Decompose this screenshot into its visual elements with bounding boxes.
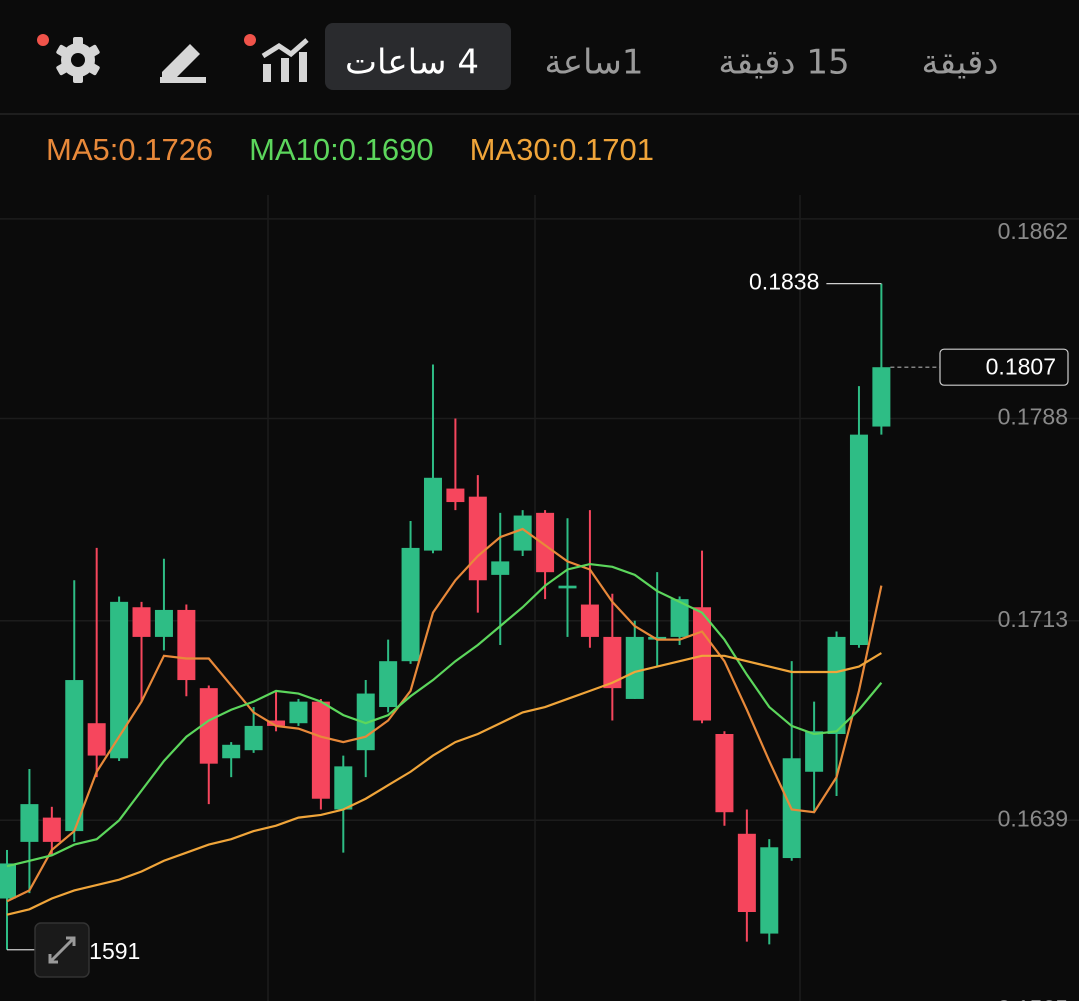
candle-body	[65, 680, 84, 832]
candle-body	[760, 847, 779, 934]
ma-line	[6, 562, 883, 868]
expand-button[interactable]	[34, 922, 90, 978]
y-tick-label: 0.1788	[998, 404, 1068, 430]
candle-body	[536, 512, 555, 573]
pen-base	[160, 77, 206, 83]
candle-body	[222, 744, 241, 759]
candle-body	[42, 817, 61, 842]
legend-entry: MA5:0.1726	[46, 132, 213, 167]
ind-bar	[281, 58, 289, 82]
candle-body	[513, 515, 532, 551]
tab[interactable]: 15 دقيقة	[718, 43, 849, 83]
candle-body	[468, 496, 487, 581]
candle-body	[670, 599, 689, 637]
candle-body	[379, 661, 398, 708]
candle-body	[805, 731, 824, 772]
candle-body	[0, 863, 16, 899]
tab[interactable]: 4 ساعات	[345, 43, 479, 83]
candle-body	[132, 607, 151, 637]
active-tab-bg	[325, 23, 511, 90]
pen	[162, 44, 200, 82]
tab[interactable]: دقيقة	[921, 43, 998, 83]
y-tick-label: 0.1639	[998, 805, 1068, 831]
candle-body	[334, 766, 353, 810]
candle-body	[715, 734, 734, 813]
expand-arrow	[48, 936, 76, 964]
candle-body	[603, 636, 622, 689]
candle-body	[311, 701, 330, 799]
last-price-box	[939, 348, 1069, 386]
y-tick-label: 0.1862	[998, 218, 1068, 244]
candle-body	[199, 688, 218, 764]
candle-body	[110, 601, 129, 759]
candle-body	[446, 488, 465, 503]
candle-body	[154, 609, 173, 637]
notification-dot	[244, 34, 256, 46]
candle-body	[849, 434, 868, 645]
candle-body	[737, 833, 756, 912]
gear-hole	[71, 53, 85, 67]
y-tick-label: 0.1713	[998, 606, 1068, 632]
ma-line	[6, 527, 883, 903]
candle-body	[423, 477, 442, 551]
candle-body	[558, 585, 577, 589]
candle-body	[244, 725, 263, 751]
candle-body	[580, 604, 599, 637]
last-price-label: 0.1807	[986, 353, 1056, 379]
candle-body	[87, 723, 106, 756]
draw-icon[interactable]	[160, 44, 206, 83]
candle-body	[827, 636, 846, 734]
tab[interactable]: 1ساعة	[544, 43, 643, 83]
candle-body	[20, 804, 39, 842]
ind-line	[261, 38, 309, 59]
candle-body	[693, 607, 712, 721]
legend-entry: MA30:0.1701	[470, 132, 654, 167]
toolbar: 4 ساعات 1ساعة 15 دقيقة دقيقة	[37, 23, 999, 90]
y-tick-label: 0.1565	[998, 995, 1068, 1001]
high-label: 0.1838	[749, 269, 819, 295]
candle-body	[289, 701, 308, 724]
ind-bar	[263, 64, 271, 82]
candle-body	[177, 609, 196, 681]
notification-dot	[37, 34, 49, 46]
candle-body	[491, 561, 510, 575]
candle-body	[401, 547, 420, 662]
settings-icon[interactable]	[56, 37, 101, 83]
plot: 0.1862 0.1788 0.1713 0.1639 0.1565 MA5:0.1726…	[0, 132, 1079, 1001]
indicator-icon[interactable]	[261, 38, 309, 82]
vertical-grid	[267, 195, 801, 1001]
candle-body	[872, 367, 891, 427]
legend-entry: MA10:0.1690	[249, 132, 433, 167]
ma-line	[6, 652, 882, 916]
candle-body	[648, 636, 667, 640]
candle-body	[625, 636, 644, 699]
candle-body	[267, 720, 286, 726]
ind-bar	[299, 52, 307, 82]
candle-body	[356, 693, 375, 751]
